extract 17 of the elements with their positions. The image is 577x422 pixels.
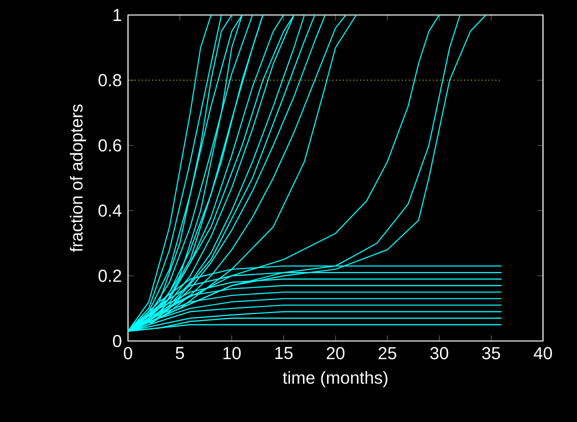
- y-axis-title: fraction of adopters: [70, 104, 86, 252]
- y-tick-label: 1: [114, 9, 122, 21]
- x-tick-label: 40: [534, 347, 552, 360]
- x-tick-label: 0: [124, 347, 132, 360]
- x-tick-label: 20: [326, 347, 344, 360]
- y-tick-label: 0.4: [98, 204, 122, 217]
- y-tick-label: 0.6: [98, 139, 122, 152]
- x-tick-label: 10: [223, 347, 241, 360]
- y-tick-label: 0: [112, 334, 122, 348]
- y-tick-label: 0.8: [98, 74, 122, 86]
- y-tick-label: 0.2: [98, 270, 122, 282]
- x-tick-label: 5: [176, 347, 184, 360]
- x-tick-label: 35: [482, 347, 500, 360]
- x-tick-label: 25: [378, 347, 396, 360]
- x-tick-label: 30: [430, 347, 448, 360]
- x-axis-title: time (months): [282, 371, 388, 388]
- x-tick-label: 15: [275, 347, 293, 360]
